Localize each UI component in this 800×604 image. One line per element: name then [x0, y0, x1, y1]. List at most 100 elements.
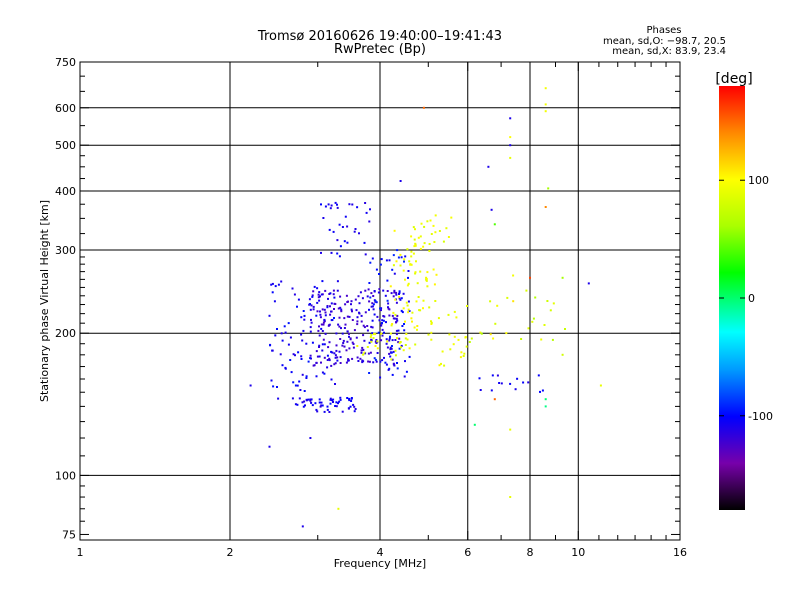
- data-point: [305, 342, 308, 345]
- data-point: [422, 299, 425, 302]
- data-point: [376, 347, 379, 350]
- data-point: [320, 203, 322, 206]
- x-tick-label: 16: [673, 546, 687, 559]
- data-point: [328, 411, 331, 413]
- data-point: [410, 235, 413, 238]
- data-point: [386, 340, 389, 343]
- data-point: [329, 313, 332, 316]
- data-point: [351, 319, 354, 321]
- data-point: [372, 295, 375, 297]
- data-point: [413, 326, 416, 329]
- data-point: [403, 329, 406, 332]
- data-point: [403, 323, 405, 325]
- data-point: [380, 339, 383, 342]
- data-point: [315, 361, 318, 364]
- data-point: [392, 311, 395, 314]
- data-point: [544, 103, 547, 106]
- data-point: [459, 356, 462, 359]
- data-point: [564, 328, 566, 330]
- data-point: [370, 339, 373, 342]
- data-point: [360, 314, 363, 317]
- data-point: [395, 329, 398, 332]
- data-point: [349, 338, 352, 341]
- data-point: [457, 338, 460, 341]
- data-point: [403, 375, 406, 378]
- data-point: [428, 306, 431, 309]
- data-point: [406, 248, 409, 251]
- data-point: [342, 339, 345, 342]
- data-point: [434, 300, 437, 302]
- data-point: [311, 295, 314, 298]
- data-point: [430, 320, 432, 323]
- data-point: [338, 255, 341, 258]
- data-point: [344, 215, 347, 218]
- data-point: [389, 348, 392, 351]
- data-point: [371, 332, 374, 335]
- data-point: [417, 236, 420, 239]
- data-point: [329, 207, 332, 210]
- data-point: [430, 338, 433, 341]
- data-point: [385, 338, 388, 341]
- data-point: [368, 220, 371, 223]
- data-point: [400, 297, 403, 300]
- data-point: [417, 296, 420, 298]
- data-point: [328, 357, 331, 360]
- data-point: [341, 410, 344, 413]
- data-point: [368, 308, 370, 311]
- data-point: [294, 354, 296, 357]
- data-point: [396, 367, 399, 370]
- data-point: [403, 258, 406, 261]
- data-point: [381, 319, 384, 322]
- data-point: [393, 364, 396, 367]
- data-point: [392, 264, 395, 267]
- data-point: [311, 404, 314, 407]
- data-point: [506, 296, 509, 299]
- plot-frame: [79, 61, 681, 541]
- data-point: [552, 302, 555, 305]
- data-point: [330, 350, 333, 353]
- data-point: [373, 313, 376, 316]
- data-point: [527, 381, 530, 384]
- data-point: [411, 311, 414, 314]
- data-point: [384, 361, 387, 364]
- data-point: [353, 410, 356, 413]
- data-point: [414, 343, 417, 346]
- data-point: [346, 225, 349, 228]
- data-point: [382, 315, 385, 317]
- chart-title: Tromsø 20160626 19:40:00–19:41:43: [257, 29, 502, 44]
- data-point: [300, 316, 303, 319]
- data-point: [387, 306, 389, 309]
- data-point: [406, 304, 409, 307]
- data-point: [544, 206, 547, 208]
- data-point: [330, 378, 333, 381]
- data-point: [551, 338, 554, 341]
- data-point: [321, 371, 324, 374]
- data-point: [281, 339, 284, 342]
- data-point: [373, 290, 376, 292]
- data-point: [316, 301, 319, 304]
- y-tick-label: 600: [55, 102, 76, 115]
- data-point: [340, 308, 343, 311]
- data-point: [393, 289, 396, 292]
- data-point: [428, 250, 431, 252]
- data-point: [309, 354, 312, 357]
- data-point: [274, 285, 277, 288]
- data-point: [312, 290, 315, 293]
- data-point: [351, 341, 354, 344]
- data-point: [348, 399, 351, 402]
- data-point: [345, 294, 348, 297]
- data-point: [414, 228, 416, 231]
- data-point: [370, 325, 373, 328]
- data-point: [310, 401, 313, 404]
- data-point: [369, 351, 372, 354]
- data-point: [387, 302, 390, 305]
- data-point: [339, 245, 342, 248]
- data-point: [465, 345, 468, 348]
- data-point: [324, 289, 327, 292]
- data-point: [398, 291, 401, 294]
- data-point: [388, 337, 391, 340]
- data-point: [391, 268, 394, 271]
- data-point: [547, 187, 550, 190]
- data-point: [398, 295, 401, 298]
- data-point: [452, 343, 455, 346]
